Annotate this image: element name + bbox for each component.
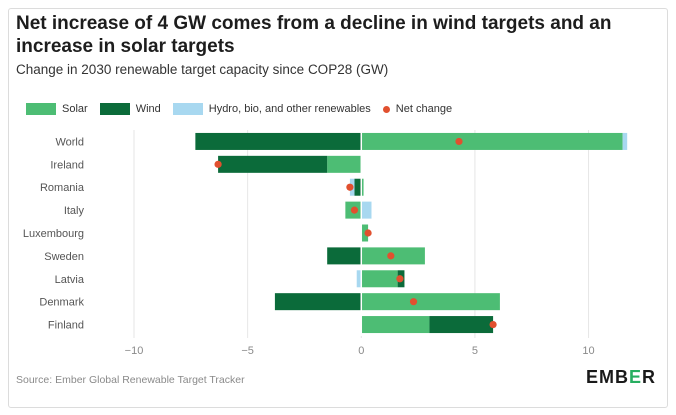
bar-hydro [622,132,628,150]
legend-dot-net-change [382,105,390,113]
source-note: Source: Ember Global Renewable Target Tr… [16,374,245,386]
legend-label-net-change: Net change [395,103,453,115]
net-change-dot [214,160,222,168]
chart-card [8,8,668,408]
logo-text-part-3: R [642,367,656,387]
bar-hydro [356,270,362,288]
legend-label-solar: Solar [62,103,88,115]
logo-text-part-1: EMB [585,367,629,387]
bar-solar [361,178,364,196]
x-tick-label: 0 [358,345,364,357]
legend-item-solar: Solar [26,103,88,115]
legend-swatch-hydro [172,103,203,115]
category-label: Luxembourg [23,228,84,240]
bar-solar [361,132,623,150]
legend-label-hydro: Hydro, bio, and other renewables [208,103,371,115]
chart-subtitle: Change in 2030 renewable target capacity… [16,62,389,77]
category-label: Sweden [44,251,84,263]
bar-solar [361,270,398,288]
x-tick-label: 10 [582,345,594,357]
bar-wind [429,316,494,334]
category-label: Italy [64,205,85,217]
bar-hydro [361,201,372,219]
x-tick-label: 5 [472,345,478,357]
category-label: Romania [40,182,85,194]
net-change-dot [396,275,404,283]
category-label: World [55,136,84,148]
category-label: Denmark [39,297,84,309]
category-label: Latvia [55,274,85,286]
legend-swatch-solar [26,103,56,115]
net-change-dot [387,252,395,260]
x-tick-label: −10 [125,345,144,357]
net-change-dot [350,206,359,214]
legend-item-net-change: Net change [382,103,453,115]
legend-swatch-wind [99,103,130,115]
bar-wind [354,178,362,196]
bar-wind [195,132,362,150]
legend-label-wind: Wind [135,103,161,115]
bar-solar [361,293,500,311]
bar-wind [327,247,362,265]
category-label: Ireland [50,159,84,171]
category-label: Finland [48,320,84,332]
net-change-dot [346,183,354,191]
bar-wind [218,155,328,173]
net-change-dot [364,229,372,237]
bar-solar [361,316,430,334]
net-change-dot [409,298,418,306]
logo-text-part-2: E [628,367,642,387]
bar-wind [274,293,362,311]
net-change-dot [455,137,463,146]
legend-item-hydro: Hydro, bio, and other renewables [172,103,371,115]
bar-solar [327,155,362,173]
net-change-dot [489,320,497,329]
ember-logo: EMBER [586,367,656,388]
legend-item-wind: Wind [99,103,161,115]
chart-title: Net increase of 4 GW comes from a declin… [16,13,612,57]
chart-legend: Solar Wind Hydro, bio, and other renewab… [26,102,464,116]
x-tick-label: −5 [241,345,254,357]
